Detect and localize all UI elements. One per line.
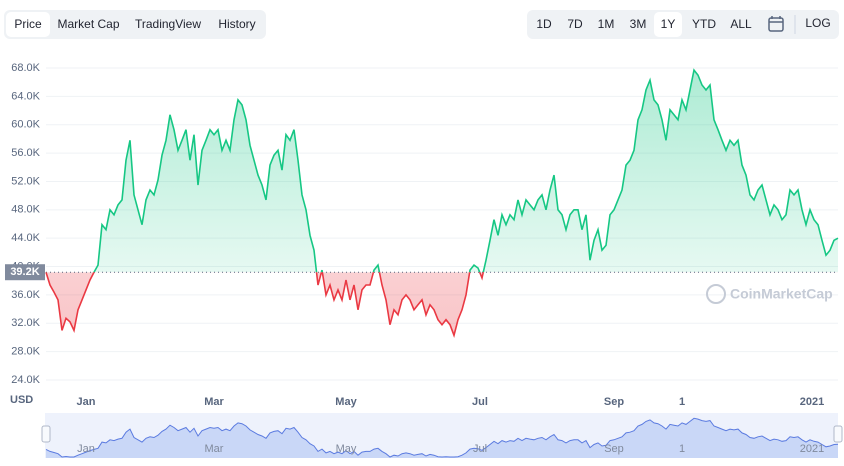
x-tick-label: Sep	[604, 396, 624, 408]
y-tick-label: 36.0K	[11, 289, 40, 301]
navigator-label: 1	[679, 443, 685, 455]
navigator-label: May	[336, 443, 357, 455]
x-tick-label: Jul	[472, 396, 488, 408]
range-button[interactable]: 1Y	[661, 17, 676, 31]
y-tick-label: 56.0K	[11, 147, 40, 159]
x-tick-label: Mar	[204, 396, 224, 408]
range-bar	[527, 10, 839, 39]
y-tick-label: 24.0K	[11, 374, 40, 386]
watermark-logo	[706, 284, 726, 304]
y-tick-label: 28.0K	[11, 346, 40, 358]
navigator-handle[interactable]	[833, 425, 843, 443]
tab-bar	[4, 10, 266, 39]
navigator-label: Sep	[604, 443, 624, 455]
tab[interactable]: Market Cap	[57, 17, 119, 31]
range-button[interactable]: 7D	[567, 17, 583, 31]
y-tick-label: 44.0K	[11, 232, 40, 244]
x-tick-label: Jan	[77, 396, 96, 408]
tab[interactable]: History	[218, 17, 255, 31]
area-down	[46, 272, 484, 336]
navigator-line	[45, 417, 839, 458]
baseline-label: 39.2K	[10, 266, 39, 278]
tab-selected[interactable]	[6, 12, 50, 37]
range-button[interactable]: 1D	[536, 17, 552, 31]
price-line-down	[45, 272, 485, 338]
range-selected[interactable]	[654, 12, 682, 37]
tab[interactable]: Price	[14, 17, 42, 31]
calendar-icon[interactable]	[768, 16, 784, 32]
range-button[interactable]: ALL	[730, 17, 752, 31]
x-tick-label: 1	[679, 396, 685, 408]
y-tick-label: 64.0K	[11, 90, 40, 102]
navigator-handle[interactable]	[41, 425, 51, 443]
log-button[interactable]: LOG	[805, 16, 830, 30]
currency-label: USD	[10, 394, 33, 406]
x-tick-label: 2021	[800, 396, 824, 408]
navigator-label: Mar	[205, 443, 224, 455]
x-tick-label: May	[335, 396, 357, 408]
y-tick-label: 52.0K	[11, 175, 40, 187]
tab[interactable]: TradingView	[135, 17, 201, 31]
navigator-label: Jan	[77, 443, 95, 455]
area-up	[46, 70, 838, 273]
baseline-label-bg	[5, 264, 45, 281]
y-tick-label: 48.0K	[11, 204, 40, 216]
y-tick-label: 60.0K	[11, 119, 40, 131]
navigator-label: Jul	[473, 443, 487, 455]
range-button[interactable]: 3M	[630, 17, 647, 31]
navigator-area	[46, 418, 838, 458]
y-tick-label: 68.0K	[11, 62, 40, 74]
navigator-label: 2021	[800, 443, 824, 455]
range-button[interactable]: YTD	[692, 17, 716, 31]
watermark: CoinMarketCap	[730, 286, 833, 302]
range-button[interactable]: 1M	[598, 17, 615, 31]
price-line-up	[45, 68, 839, 273]
y-tick-label: 32.0K	[11, 317, 40, 329]
